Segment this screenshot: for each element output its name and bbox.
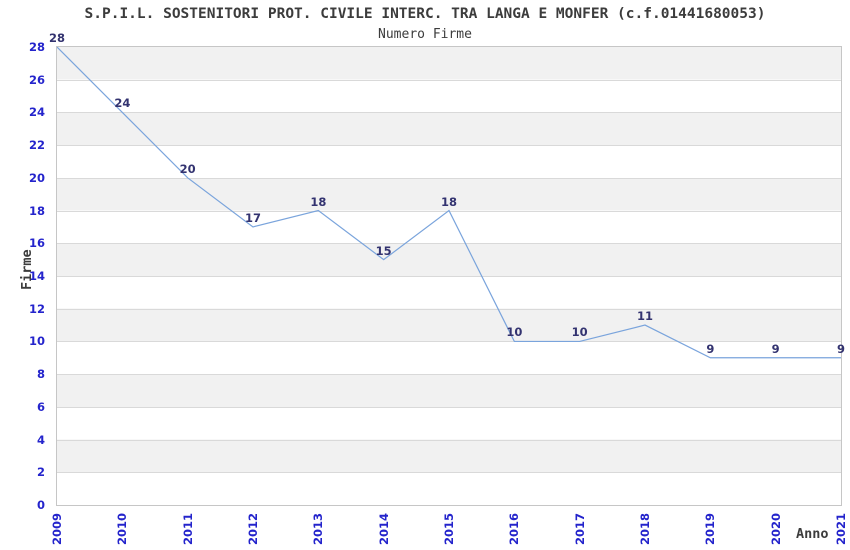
data-point-label: 11 (636, 309, 653, 324)
y-axis-title: Firme (19, 249, 35, 290)
y-tick-label: 24 (28, 105, 45, 120)
y-tick-label: 8 (36, 367, 45, 382)
data-point-label: 20 (179, 161, 196, 176)
gridline (57, 308, 841, 310)
y-tick-label: 6 (36, 399, 45, 414)
gridline (57, 79, 841, 81)
data-point-label: 18 (310, 194, 327, 209)
y-tick-label: 28 (28, 40, 45, 54)
y-tick-label: 26 (28, 72, 45, 87)
data-point-label: 24 (114, 96, 131, 111)
y-tick-label: 18 (28, 203, 45, 218)
y-tick-label: 2 (36, 465, 45, 480)
series-polyline (57, 47, 841, 359)
x-tick-label: 2020 (768, 512, 783, 545)
x-tick-label: 2019 (703, 512, 718, 545)
y-tick-label: 22 (28, 138, 45, 153)
gridline (57, 112, 841, 114)
x-tick-label: 2010 (115, 512, 130, 545)
x-axis-title: Anno (796, 526, 829, 542)
y-tick-label: 16 (28, 236, 45, 251)
y-tick-label: 14 (28, 269, 45, 283)
gridline (57, 177, 841, 179)
y-tick-label: 0 (36, 498, 45, 512)
data-point-label: 17 (244, 210, 261, 225)
data-point-label: 9 (836, 341, 845, 356)
gridline (57, 439, 841, 441)
data-point-label: 10 (571, 325, 588, 340)
x-tick-label: 2021 (834, 512, 848, 545)
data-point-label: 9 (771, 341, 780, 356)
chart-subtitle: Numero Firme (378, 27, 472, 42)
data-point-label: 28 (48, 31, 65, 45)
x-tick-label: 2014 (376, 512, 391, 545)
y-tick-label: 12 (28, 301, 45, 316)
y-tick-label: 4 (36, 432, 45, 447)
y-tick-label: 10 (28, 334, 45, 349)
y-tick-label: 20 (28, 170, 45, 185)
x-tick-label: 2018 (638, 512, 652, 545)
gridline (57, 243, 841, 245)
x-tick-label: 2011 (180, 512, 195, 545)
gridline (57, 145, 841, 147)
chart-title: S.P.I.L. SOSTENITORI PROT. CIVILE INTERC… (84, 6, 766, 22)
data-point-label: 18 (440, 194, 457, 209)
gridline (57, 341, 841, 343)
gridline (57, 406, 841, 408)
x-tick-label: 2013 (311, 512, 326, 545)
x-tick-label: 2017 (572, 512, 587, 545)
x-tick-label: 2016 (507, 512, 522, 545)
data-point-label: 15 (375, 243, 392, 258)
gridline (57, 276, 841, 277)
x-tick-label: 2009 (50, 512, 64, 545)
data-point-label: 10 (506, 325, 523, 340)
x-tick-label: 2015 (442, 512, 456, 545)
x-tick-label: 2012 (246, 512, 260, 545)
gridline (57, 374, 841, 376)
gridline (57, 472, 841, 474)
line-series (57, 47, 841, 359)
data-point-label: 9 (706, 341, 715, 356)
